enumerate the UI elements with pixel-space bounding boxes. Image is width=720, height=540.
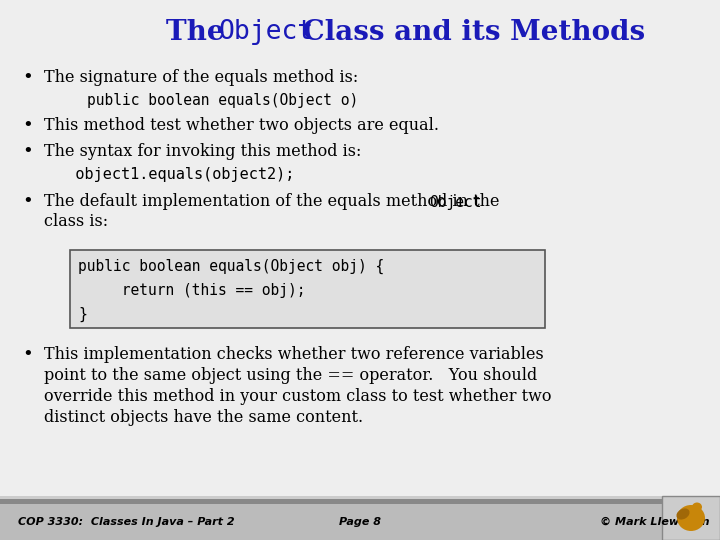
Text: The syntax for invoking this method is:: The syntax for invoking this method is: (44, 144, 361, 160)
Ellipse shape (677, 509, 690, 519)
Text: The default implementation of the equals method in the: The default implementation of the equals… (44, 193, 505, 211)
Bar (0, 499, 720, 504)
Text: Object: Object (429, 194, 482, 210)
Text: Class and its Methods: Class and its Methods (293, 18, 645, 45)
Ellipse shape (692, 503, 702, 511)
Text: class is:: class is: (44, 213, 108, 231)
FancyBboxPatch shape (70, 250, 545, 328)
Text: distinct objects have the same content.: distinct objects have the same content. (44, 409, 363, 426)
Text: •: • (22, 117, 32, 135)
Text: •: • (22, 69, 32, 87)
Text: public boolean equals(Object o): public boolean equals(Object o) (52, 92, 359, 107)
Text: •: • (22, 193, 32, 211)
Bar (0, 504, 720, 540)
Text: •: • (22, 346, 32, 364)
Text: The: The (166, 18, 234, 45)
Text: Object: Object (218, 19, 313, 45)
Bar (662, 496, 720, 540)
Text: COP 3330:  Classes In Java – Part 2: COP 3330: Classes In Java – Part 2 (18, 517, 235, 527)
Ellipse shape (677, 505, 705, 531)
Text: Page 8: Page 8 (339, 517, 381, 527)
Text: The signature of the equals method is:: The signature of the equals method is: (44, 70, 359, 86)
Text: •: • (22, 143, 32, 161)
Text: object1.equals(object2);: object1.equals(object2); (48, 166, 294, 181)
Text: This implementation checks whether two reference variables: This implementation checks whether two r… (44, 346, 544, 363)
Text: © Mark Llewellyn: © Mark Llewellyn (600, 517, 709, 527)
Text: This method test whether two objects are equal.: This method test whether two objects are… (44, 118, 439, 134)
Bar (0, 496, 720, 499)
Text: point to the same object using the == operator.   You should: point to the same object using the == op… (44, 367, 537, 384)
Text: override this method in your custom class to test whether two: override this method in your custom clas… (44, 388, 552, 405)
Text: }: } (78, 306, 86, 322)
Text: public boolean equals(Object obj) {: public boolean equals(Object obj) { (78, 259, 384, 274)
Text: return (this == obj);: return (this == obj); (78, 282, 305, 298)
